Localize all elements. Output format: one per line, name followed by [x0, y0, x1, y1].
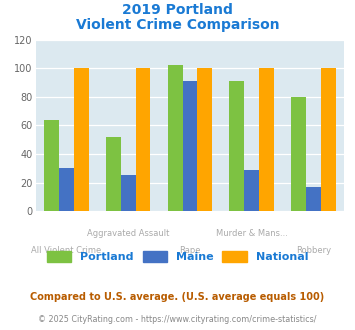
- Text: Compared to U.S. average. (U.S. average equals 100): Compared to U.S. average. (U.S. average …: [31, 292, 324, 302]
- Bar: [259, 68, 274, 211]
- Text: Murder & Mans...: Murder & Mans...: [216, 229, 288, 238]
- Text: 2019 Portland: 2019 Portland: [122, 3, 233, 17]
- Text: Aggravated Assault: Aggravated Assault: [87, 229, 169, 238]
- Text: Rape: Rape: [179, 246, 201, 255]
- Text: All Violent Crime: All Violent Crime: [31, 246, 102, 255]
- Bar: [106, 137, 121, 211]
- Bar: [197, 68, 212, 211]
- Bar: [168, 65, 182, 211]
- Bar: [291, 97, 306, 211]
- Bar: [59, 168, 74, 211]
- Bar: [229, 81, 244, 211]
- Bar: [121, 176, 136, 211]
- Bar: [182, 81, 197, 211]
- Text: Robbery: Robbery: [296, 246, 331, 255]
- Bar: [74, 68, 89, 211]
- Bar: [321, 68, 336, 211]
- Text: Violent Crime Comparison: Violent Crime Comparison: [76, 18, 279, 32]
- Bar: [136, 68, 151, 211]
- Text: © 2025 CityRating.com - https://www.cityrating.com/crime-statistics/: © 2025 CityRating.com - https://www.city…: [38, 315, 317, 324]
- Legend: Portland, Maine, National: Portland, Maine, National: [42, 247, 313, 267]
- Bar: [306, 187, 321, 211]
- Bar: [244, 170, 259, 211]
- Bar: [44, 120, 59, 211]
